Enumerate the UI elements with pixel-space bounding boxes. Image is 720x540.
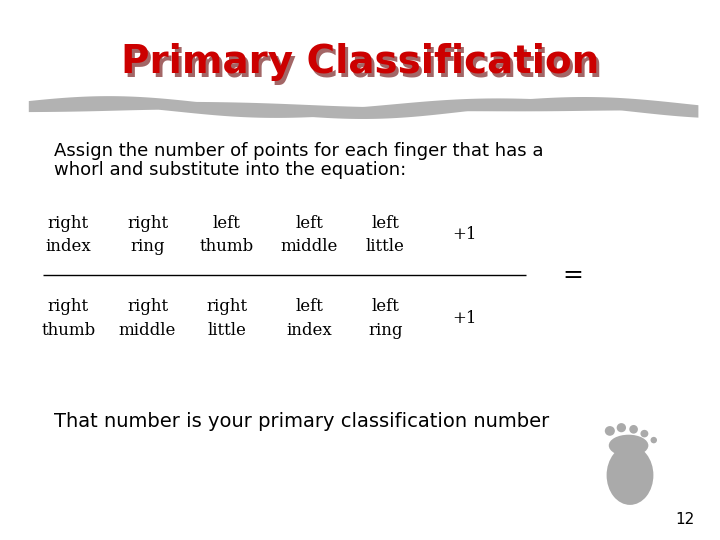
Polygon shape — [29, 96, 698, 119]
Text: left
index: left index — [287, 298, 333, 339]
Ellipse shape — [651, 437, 657, 443]
Ellipse shape — [629, 425, 638, 434]
Text: left
ring: left ring — [368, 298, 402, 339]
Text: left
thumb: left thumb — [199, 215, 254, 255]
Ellipse shape — [609, 435, 648, 456]
Text: 12: 12 — [675, 511, 695, 526]
Text: That number is your primary classification number: That number is your primary classificati… — [54, 411, 549, 431]
Text: +1: +1 — [452, 226, 477, 244]
Text: =: = — [562, 264, 582, 287]
Text: right
index: right index — [45, 215, 91, 255]
Text: left
middle: left middle — [281, 215, 338, 255]
Text: right
middle: right middle — [119, 298, 176, 339]
Ellipse shape — [641, 430, 649, 437]
Text: Assign the number of points for each finger that has a: Assign the number of points for each fin… — [54, 142, 544, 160]
Text: whorl and substitute into the equation:: whorl and substitute into the equation: — [54, 161, 406, 179]
Ellipse shape — [617, 423, 626, 432]
Text: Primary Classification: Primary Classification — [121, 43, 599, 81]
Text: left
little: left little — [366, 215, 405, 255]
Ellipse shape — [606, 446, 654, 505]
Text: Primary Classification: Primary Classification — [125, 48, 603, 85]
Text: +1: +1 — [452, 310, 477, 327]
Text: right
ring: right ring — [127, 215, 168, 255]
Text: right
little: right little — [206, 298, 248, 339]
Text: right
thumb: right thumb — [41, 298, 96, 339]
Ellipse shape — [605, 426, 615, 436]
